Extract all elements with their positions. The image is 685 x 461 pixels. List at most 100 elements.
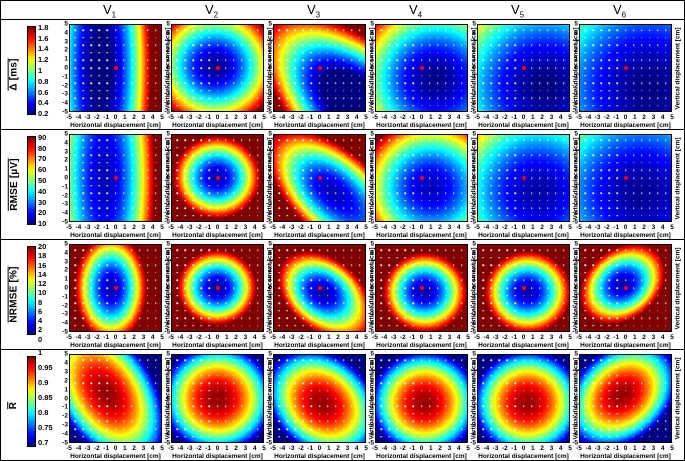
y-axis-ticklabels: 5 4 3 2 1 0 -1 -2 -3 -4 -5 bbox=[264, 241, 272, 336]
x-axis-tick: 0 bbox=[623, 445, 628, 452]
colorbar-tick: 0.9 bbox=[38, 377, 49, 387]
y-axis-tick: -2 bbox=[470, 82, 476, 90]
y-axis-tick: -4 bbox=[164, 430, 170, 438]
x-axis-tick: -5 bbox=[576, 445, 582, 452]
x-axis-ticklabels: -5 -4 -3 -2 -1 0 1 2 3 4 5 bbox=[66, 333, 164, 342]
x-axis-ticklabels: -5 -4 -3 -2 -1 0 1 2 3 4 5 bbox=[66, 113, 164, 122]
y-axis-tick: 1 bbox=[166, 55, 170, 63]
y-axis-tick: 3 bbox=[370, 38, 374, 46]
y-axis-tick: -5 bbox=[368, 439, 374, 447]
column-header-sub: 3 bbox=[315, 10, 321, 20]
x-axis-tick: -1 bbox=[307, 224, 314, 231]
x-axis-tick: -3 bbox=[492, 224, 499, 231]
y-axis-tick: -1 bbox=[62, 183, 68, 191]
x-axis-label: Horizontal displacement [cm] bbox=[376, 453, 467, 460]
y-axis-tick: -3 bbox=[470, 200, 476, 208]
y-axis-tick: -1 bbox=[470, 183, 476, 191]
x-axis-tick: -4 bbox=[483, 445, 490, 452]
heatmap-image bbox=[273, 134, 366, 222]
colorbar-tick: 40 bbox=[38, 186, 47, 196]
y-axis-tick: -1 bbox=[572, 73, 578, 81]
heatmap-image bbox=[375, 134, 468, 222]
x-axis-tick: 2 bbox=[234, 334, 238, 341]
y-axis-tick: -2 bbox=[572, 82, 578, 90]
y-axis-tick: 5 bbox=[574, 130, 578, 138]
y-axis-tick: -4 bbox=[164, 209, 170, 217]
x-axis-tick: 1 bbox=[122, 334, 127, 341]
y-axis-tick: 4 bbox=[268, 249, 272, 257]
y-axis-tick: -5 bbox=[470, 439, 476, 447]
x-axis-label: Horizontal displacement [cm] bbox=[172, 122, 263, 129]
x-axis-tick: -5 bbox=[372, 334, 378, 341]
y-axis-tick: 3 bbox=[64, 148, 68, 156]
y-axis-tick: 5 bbox=[268, 20, 272, 28]
x-axis-tick: -2 bbox=[298, 114, 304, 121]
y-axis-tick: 5 bbox=[472, 240, 476, 248]
y-axis-tick: -5 bbox=[62, 328, 68, 336]
x-axis-tick: 1 bbox=[530, 445, 535, 452]
y-axis-tick: -4 bbox=[368, 209, 374, 217]
column-header-label: V bbox=[408, 2, 418, 17]
x-axis-tick: -4 bbox=[585, 445, 592, 452]
heatmap-image bbox=[171, 244, 264, 332]
y-axis-tick: -2 bbox=[164, 302, 170, 310]
x-axis-tick: -1 bbox=[409, 224, 416, 231]
y-axis-ticklabels: 5 4 3 2 1 0 -1 -2 -3 -4 -5 bbox=[162, 241, 170, 336]
x-axis-label: Horizontal displacement [cm] bbox=[70, 453, 161, 460]
x-axis-label: Horizontal displacement [cm] bbox=[376, 122, 467, 129]
x-axis-tick: 1 bbox=[530, 224, 535, 231]
x-axis-tick: 5 bbox=[466, 224, 470, 231]
column-header-sub: 5 bbox=[519, 10, 525, 20]
x-axis-ticklabels: -5 -4 -3 -2 -1 0 1 2 3 4 5 bbox=[270, 444, 368, 453]
y-axis-label-text: Vertical displacement [cm] bbox=[674, 246, 682, 330]
x-axis-label: Horizontal displacement [cm] bbox=[172, 232, 263, 239]
x-axis-tick: -2 bbox=[604, 114, 610, 121]
x-axis-tick: 0 bbox=[215, 224, 220, 231]
x-axis-label: Horizontal displacement [cm] bbox=[478, 342, 569, 349]
x-axis-tick: 0 bbox=[317, 445, 322, 452]
x-axis-ticklabels: -5 -4 -3 -2 -1 0 1 2 3 4 5 bbox=[372, 333, 470, 342]
x-axis-tick: 2 bbox=[540, 445, 544, 452]
y-axis-tick: -5 bbox=[470, 108, 476, 116]
x-axis-tick: -3 bbox=[186, 445, 193, 452]
x-axis-ticklabels: -5 -4 -3 -2 -1 0 1 2 3 4 5 bbox=[474, 444, 572, 453]
x-axis-tick: 5 bbox=[364, 334, 368, 341]
x-axis-tick: 0 bbox=[215, 334, 220, 341]
heatmap-image bbox=[375, 24, 468, 112]
heatmap-panel-delta-v1: 5 4 3 2 1 0 -1 -2 -3 -4 -5 -5 -4 -3 -2 -1 0 1 2 3 4 5 Horizont… bbox=[62, 21, 171, 130]
y-axis-tick: 0 bbox=[574, 64, 578, 72]
y-axis-tick: -2 bbox=[62, 302, 68, 310]
y-axis-tick: -5 bbox=[164, 439, 170, 447]
y-axis-tick: 1 bbox=[472, 275, 476, 283]
column-header-v6: V6 bbox=[559, 1, 680, 20]
x-axis-tick: -3 bbox=[288, 334, 295, 341]
x-axis-tick: -3 bbox=[84, 334, 91, 341]
colorbar-tick: 0 bbox=[38, 334, 43, 344]
colorbar-ticklabels: 1.8 1.6 1.4 1.2 1 0.8 0.6 0.4 0.2 bbox=[38, 22, 58, 119]
colorbar-tick: 0.8 bbox=[38, 407, 49, 417]
x-axis-tick: 1 bbox=[224, 224, 229, 231]
x-axis-ticklabels: -5 -4 -3 -2 -1 0 1 2 3 4 5 bbox=[66, 444, 164, 453]
y-axis-ticklabels: 5 4 3 2 1 0 -1 -2 -3 -4 -5 bbox=[366, 241, 374, 336]
x-axis-tick: 2 bbox=[234, 445, 238, 452]
heatmap-image bbox=[579, 24, 672, 112]
colorbar-ticklabels: 20 18 16 14 12 10 8 6 4 2 0 bbox=[38, 242, 58, 343]
x-axis-tick: 2 bbox=[642, 445, 646, 452]
x-axis-tick: -1 bbox=[103, 224, 110, 231]
y-axis-tick: -4 bbox=[368, 99, 374, 107]
y-axis-tick: 1 bbox=[268, 386, 272, 394]
y-axis-tick: 4 bbox=[574, 249, 578, 257]
x-axis-tick: -3 bbox=[288, 114, 295, 121]
y-axis-label: Vertical displacement [cm] bbox=[673, 134, 683, 222]
x-axis-tick: 4 bbox=[252, 114, 257, 121]
y-axis-tick: -2 bbox=[164, 192, 170, 200]
x-axis-ticklabels: -5 -4 -3 -2 -1 0 1 2 3 4 5 bbox=[168, 333, 266, 342]
x-axis-tick: -5 bbox=[66, 224, 72, 231]
y-axis-tick: -4 bbox=[572, 99, 578, 107]
x-axis-tick: 0 bbox=[623, 114, 628, 121]
x-axis-tick: -5 bbox=[270, 224, 276, 231]
y-axis-tick: -3 bbox=[368, 310, 374, 318]
y-axis-ticklabels: 5 4 3 2 1 0 -1 -2 -3 -4 -5 bbox=[366, 131, 374, 226]
y-axis-tick: 5 bbox=[472, 350, 476, 358]
column-header-sub: 4 bbox=[417, 10, 423, 20]
